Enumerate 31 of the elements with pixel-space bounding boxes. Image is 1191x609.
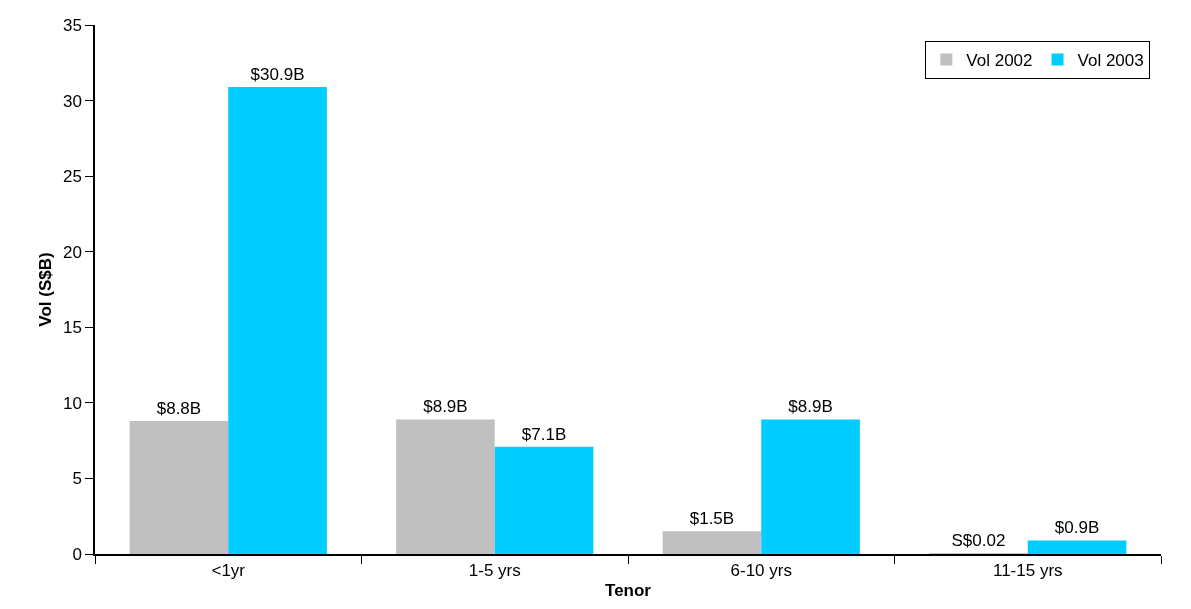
bar: [494, 446, 594, 554]
data-label: $8.9B: [788, 397, 833, 417]
y-tick-label: 25: [62, 167, 82, 187]
x-tick-label: 11-15 yrs: [992, 561, 1063, 581]
data-label: $0.9B: [1054, 518, 1100, 538]
data-label: $7.1B: [521, 424, 567, 444]
bar: [228, 86, 327, 554]
bar: [129, 420, 229, 554]
y-tick-label: 15: [62, 318, 82, 338]
data-label: $8.9B: [423, 397, 468, 417]
y-tick-label: 30: [62, 91, 82, 111]
x-tick-label: 1-5 yrs: [468, 561, 521, 581]
bar: [1027, 540, 1127, 554]
data-label: $30.9B: [250, 64, 305, 84]
data-label: S$0.02: [951, 531, 1006, 550]
y-tick-label: 5: [72, 469, 82, 489]
bar: [662, 531, 762, 554]
x-axis-title: Tenor: [605, 581, 652, 601]
bar: [761, 419, 860, 554]
x-tick-label: 6-10 yrs: [730, 561, 792, 581]
y-tick-label: 0: [72, 544, 82, 564]
y-tick-label: 20: [62, 242, 82, 262]
y-tick-label: 35: [62, 15, 82, 35]
y-tick-label: 10: [62, 393, 82, 413]
data-label: $8.8B: [156, 398, 202, 418]
legend-label: Vol 2002: [966, 51, 1033, 71]
legend-label: Vol 2003: [1077, 51, 1144, 71]
bar: [396, 419, 495, 554]
x-tick-label: <1yr: [211, 561, 246, 581]
data-label: $1.5B: [689, 509, 735, 529]
y-axis-title: Vol (S$B): [35, 252, 55, 327]
